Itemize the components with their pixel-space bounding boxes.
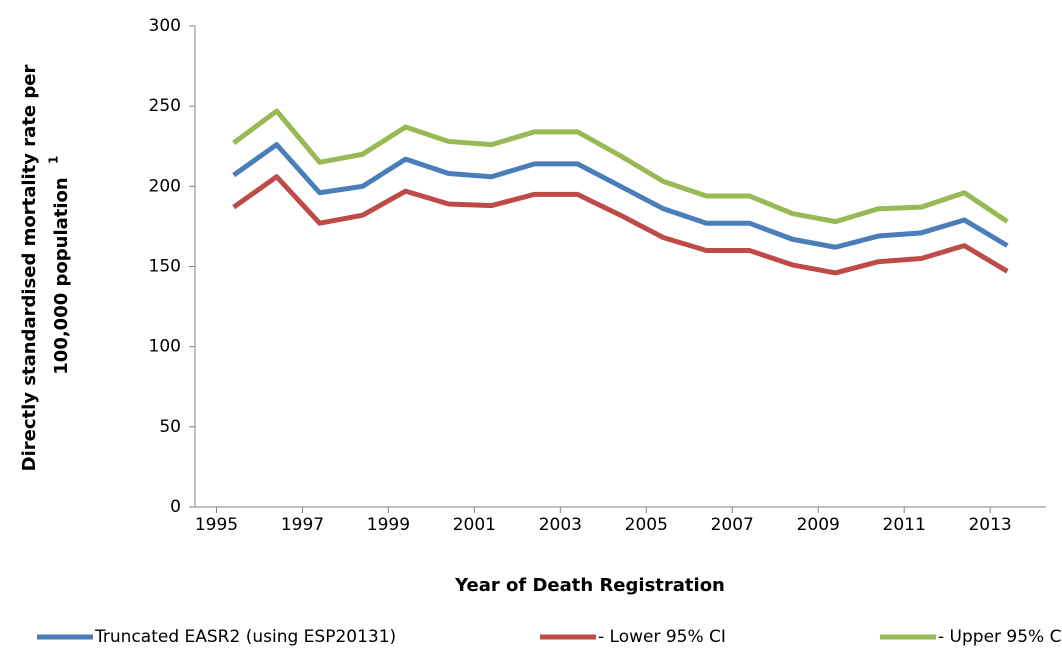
x-tick-label: 2005: [625, 515, 668, 535]
series-line: [232, 108, 1009, 225]
x-tick-label: 2001: [453, 515, 496, 535]
y-tick-label: 250: [149, 96, 181, 116]
y-tick-label: 200: [149, 176, 181, 196]
series-line: [232, 174, 1009, 276]
legend-label: - Lower 95% CI: [598, 627, 726, 647]
y-axis-title-superscript: 1: [47, 156, 61, 164]
y-tick-label: 0: [170, 497, 181, 517]
y-tick-label: 150: [149, 257, 181, 277]
x-tick-label: 1997: [281, 515, 324, 535]
series-line: [232, 142, 1009, 250]
x-tick-label: 2007: [711, 515, 754, 535]
y-axis-title: Directly standardised mortality rate per…: [19, 65, 72, 472]
x-tick-label: 1995: [195, 515, 238, 535]
x-tick-label: 2009: [797, 515, 840, 535]
y-tick-label: 100: [149, 337, 181, 357]
y-axis-title-line: Directly standardised mortality rate per: [19, 65, 40, 472]
x-tick-label: 1999: [367, 515, 410, 535]
legend-label: - Upper 95% CI: [938, 627, 1062, 647]
y-tick-label: 50: [159, 417, 181, 437]
y-axis-title-line: 100,000 population: [51, 177, 72, 374]
x-tick-label: 2013: [968, 515, 1011, 535]
x-tick-label: 2003: [539, 515, 582, 535]
y-tick-label: 300: [149, 16, 181, 36]
x-tick-label: 2011: [883, 515, 926, 535]
legend-label: Truncated EASR2 (using ESP20131): [94, 627, 396, 647]
x-axis-title: Year of Death Registration: [454, 575, 725, 596]
